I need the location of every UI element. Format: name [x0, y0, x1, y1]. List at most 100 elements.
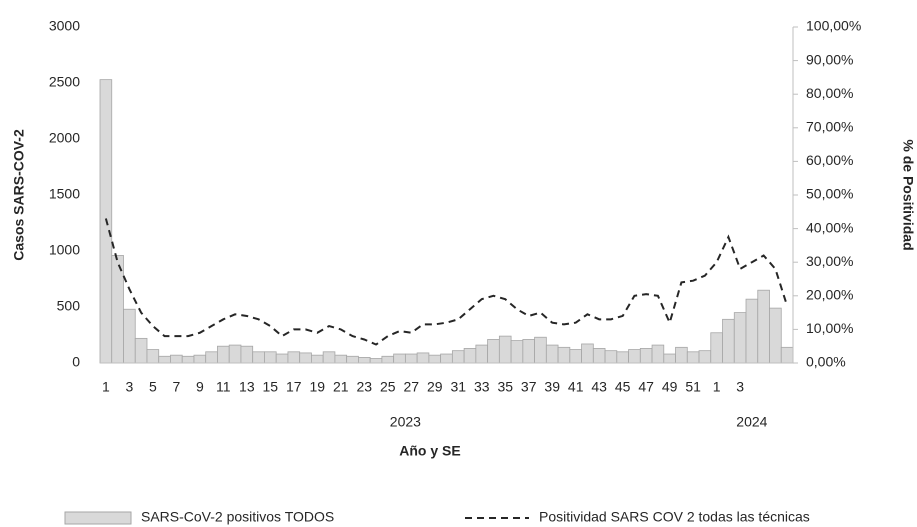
bar [581, 343, 594, 364]
bar [193, 354, 207, 364]
y2-axis-title: % de Positividad [900, 139, 916, 250]
bar [463, 348, 477, 364]
x-tick-label: 17 [286, 379, 302, 395]
x-axis-title: Año y SE [399, 443, 460, 459]
y2-tick-label: 40,00% [806, 219, 853, 235]
bar [311, 354, 324, 364]
bar [710, 332, 723, 364]
x-tick-label: 43 [591, 379, 607, 395]
bar [780, 346, 794, 364]
bar [205, 351, 218, 364]
y2-tick-label: 30,00% [806, 253, 853, 269]
bar [722, 318, 735, 364]
bar [123, 308, 136, 364]
y-tick-label: 2000 [49, 130, 80, 146]
bar [346, 355, 359, 364]
x-tick-label: 27 [403, 379, 419, 395]
x-tick-label: 5 [149, 379, 157, 395]
bar [404, 353, 418, 364]
x-tick-label: 19 [310, 379, 326, 395]
x-tick-label: 15 [263, 379, 279, 395]
bar [334, 354, 348, 364]
y-axis-title: Casos SARS-COV-2 [11, 129, 27, 261]
bar [510, 340, 524, 364]
y2-tick-label: 20,00% [806, 287, 853, 303]
bar [545, 344, 559, 364]
bar [686, 351, 700, 364]
bar [534, 336, 547, 364]
bar [569, 349, 582, 364]
x-tick-label: 3 [125, 379, 133, 395]
y2-tick-label: 100,00% [806, 18, 861, 34]
line [104, 218, 789, 346]
bar [416, 352, 430, 364]
bar [769, 307, 782, 364]
bar [498, 335, 512, 364]
bar [557, 346, 571, 364]
bar [134, 337, 148, 364]
bar [322, 351, 336, 364]
bar [158, 355, 171, 364]
y-tick-label: 500 [57, 298, 81, 314]
x-tick-label: 47 [638, 379, 654, 395]
bar [475, 344, 489, 364]
x-tick-label: 1 [102, 379, 110, 395]
x-tick-label: 39 [544, 379, 560, 395]
x-tick-label: 29 [427, 379, 443, 395]
bar [287, 351, 301, 364]
bar [675, 346, 688, 364]
legend-swatch [64, 511, 132, 525]
y2-tick-label: 90,00% [806, 51, 853, 67]
x-tick-label: 7 [172, 379, 180, 395]
x-tick-label: 45 [615, 379, 631, 395]
x-tick-label: 9 [196, 379, 204, 395]
bar [745, 298, 759, 364]
legend-label: Positividad SARS COV 2 todas las técnica… [539, 509, 810, 525]
legend-label: SARS-CoV-2 positivos TODOS [141, 509, 334, 525]
bar [264, 351, 277, 364]
bar [733, 312, 747, 364]
x-tick-label: 1 [713, 379, 721, 395]
bar [393, 353, 406, 364]
bar [181, 355, 195, 364]
y-tick-label: 1000 [49, 242, 80, 258]
y2-tick-label: 10,00% [806, 320, 853, 336]
y2-tick-label: 50,00% [806, 186, 853, 202]
bar [522, 339, 535, 364]
x-tick-label: 3 [736, 379, 744, 395]
bar [451, 350, 465, 364]
bar [428, 354, 442, 364]
bar [217, 345, 230, 364]
bar [381, 355, 395, 364]
x-tick-label: 13 [239, 379, 255, 395]
bar [616, 351, 629, 364]
bar [358, 356, 371, 364]
bar [628, 349, 641, 364]
bar [663, 353, 676, 364]
bar [440, 353, 453, 364]
y2-tick-label: 0,00% [806, 354, 846, 370]
bar [252, 351, 265, 364]
y-tick-label: 1500 [49, 186, 80, 202]
x-tick-label: 41 [568, 379, 584, 395]
x-tick-label: 25 [380, 379, 396, 395]
y-tick-label: 0 [72, 354, 80, 370]
bar [275, 353, 289, 364]
bar [651, 344, 665, 364]
bar [592, 348, 606, 364]
bar [487, 339, 500, 364]
bar [369, 358, 383, 364]
x-tick-label: 31 [450, 379, 466, 395]
x-tick-label: 51 [685, 379, 701, 395]
y2-tick-label: 80,00% [806, 85, 853, 101]
x-tick-label: 23 [356, 379, 372, 395]
x-tick-label: 33 [474, 379, 490, 395]
x-tick-label: 21 [333, 379, 349, 395]
bar [698, 350, 712, 364]
bar [639, 348, 653, 364]
bar [757, 289, 770, 364]
bar [299, 352, 312, 364]
y-tick-label: 2500 [49, 74, 80, 90]
y2-tick-label: 60,00% [806, 152, 853, 168]
